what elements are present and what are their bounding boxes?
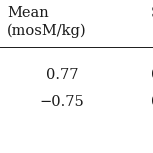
Text: (mosM/kg): (mosM/kg) (7, 24, 87, 38)
Text: Mean: Mean (7, 6, 49, 20)
Text: 0: 0 (151, 68, 153, 82)
Text: −0.75: −0.75 (40, 95, 84, 109)
Text: S: S (151, 6, 153, 20)
Text: 0.77: 0.77 (46, 68, 78, 82)
Text: 0: 0 (151, 95, 153, 109)
